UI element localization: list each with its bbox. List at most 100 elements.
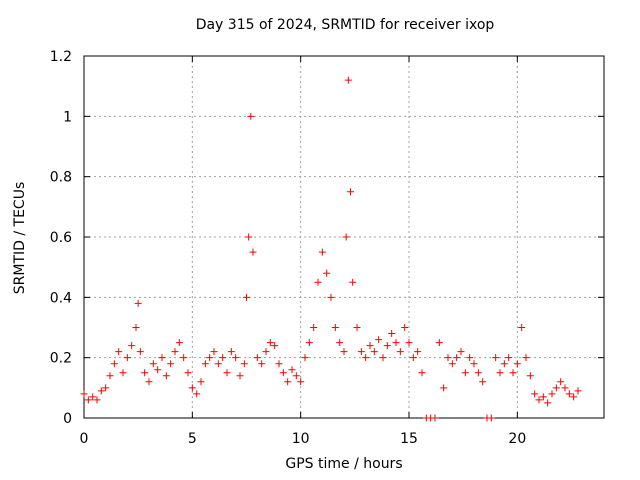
data-point	[258, 360, 266, 368]
data-point	[292, 372, 300, 380]
data-point	[227, 348, 235, 356]
data-point	[342, 233, 350, 241]
data-point	[223, 369, 231, 377]
data-point	[266, 339, 274, 347]
data-point	[271, 342, 279, 350]
data-point	[154, 366, 162, 374]
data-point	[574, 387, 582, 395]
data-point	[180, 354, 188, 362]
x-tick-label: 20	[508, 431, 526, 447]
y-tick-label: 0.6	[50, 230, 72, 246]
data-point	[128, 342, 136, 350]
data-point	[366, 342, 374, 350]
data-point	[535, 396, 543, 404]
data-point	[210, 348, 218, 356]
data-point	[570, 393, 578, 401]
data-point	[247, 112, 255, 120]
data-point	[401, 324, 409, 331]
data-point	[405, 339, 413, 347]
data-point	[162, 372, 170, 380]
x-tick-label: 10	[292, 431, 310, 447]
data-point	[136, 348, 144, 356]
data-point	[383, 342, 391, 350]
data-point	[175, 339, 183, 347]
data-point	[145, 378, 153, 386]
data-point	[115, 348, 123, 356]
data-point	[193, 390, 201, 398]
data-point	[544, 399, 552, 407]
data-point	[418, 369, 426, 377]
data-point	[197, 378, 205, 386]
data-point	[305, 339, 313, 347]
data-point	[201, 360, 209, 368]
data-point	[288, 366, 296, 374]
data-point	[509, 369, 517, 377]
data-point	[310, 324, 318, 331]
data-point	[353, 324, 361, 331]
x-axis-label: GPS time / hours	[285, 456, 403, 472]
data-point	[323, 269, 331, 277]
data-point	[206, 354, 214, 362]
y-tick-label: 1	[63, 109, 72, 125]
data-point	[243, 293, 250, 301]
data-point	[214, 360, 222, 368]
data-point	[93, 396, 101, 404]
x-tick-label: 0	[80, 431, 89, 447]
data-point	[240, 360, 248, 368]
data-point	[97, 387, 105, 395]
x-tick-label: 15	[400, 431, 418, 447]
data-point	[539, 393, 547, 401]
tick-labels: 0 5 10 15 20 0 0.2 0.4 0.6 0.8 1 1.2	[50, 49, 527, 447]
data-point	[344, 76, 352, 84]
data-point	[557, 378, 565, 386]
axis-ticks	[83, 55, 604, 419]
data-point	[487, 414, 495, 422]
data-point	[301, 354, 309, 362]
data-point	[106, 372, 114, 380]
data-point	[279, 369, 287, 377]
data-point	[219, 354, 227, 362]
y-tick-label: 1.2	[50, 49, 72, 65]
data-point	[149, 360, 157, 368]
y-tick-label: 0.4	[50, 290, 72, 306]
data-point	[531, 390, 539, 398]
data-point	[89, 393, 97, 401]
data-point	[526, 372, 534, 380]
data-point	[453, 354, 461, 362]
data-point	[518, 324, 526, 331]
data-point	[245, 233, 253, 241]
data-point	[80, 390, 88, 398]
chart-title: Day 315 of 2024, SRMTID for receiver ixo…	[195, 17, 495, 33]
data-point	[327, 293, 335, 301]
data-point	[275, 360, 283, 368]
data-points	[80, 76, 582, 422]
data-point	[466, 354, 474, 362]
data-point	[370, 348, 378, 356]
data-point	[552, 384, 560, 392]
data-point	[513, 360, 521, 368]
data-point	[119, 369, 127, 377]
data-point	[158, 354, 166, 362]
data-point	[340, 348, 348, 356]
data-point	[357, 348, 365, 356]
data-point	[479, 378, 487, 386]
data-point	[362, 354, 370, 362]
data-point	[457, 348, 465, 356]
data-point	[548, 390, 556, 398]
data-point	[314, 278, 322, 286]
data-point	[249, 248, 257, 256]
data-point	[414, 348, 422, 356]
data-point	[492, 354, 500, 362]
data-point	[396, 348, 404, 356]
data-point	[347, 188, 354, 196]
data-point	[505, 354, 513, 362]
x-tick-label: 5	[188, 431, 197, 447]
data-point	[331, 324, 339, 331]
data-point	[431, 414, 439, 422]
data-point	[349, 278, 357, 286]
data-point	[444, 354, 452, 362]
data-point	[379, 354, 387, 362]
data-point	[297, 378, 305, 386]
data-point	[375, 336, 383, 344]
